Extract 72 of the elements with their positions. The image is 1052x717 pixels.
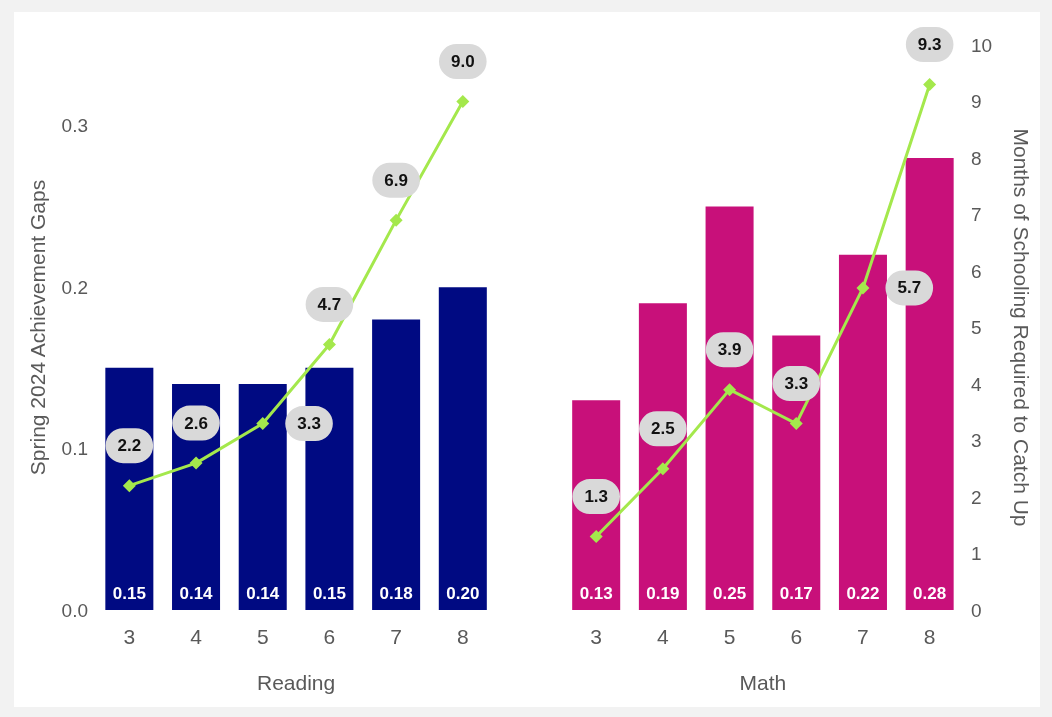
point	[322, 337, 336, 351]
data-label: 0.20	[446, 584, 480, 603]
point	[656, 462, 670, 476]
y2-tick-label: 2	[971, 486, 982, 508]
x-tick-label: 7	[857, 625, 869, 648]
point	[456, 95, 470, 108]
bar	[838, 254, 887, 610]
point	[389, 213, 403, 227]
data-label: 0.28	[913, 584, 947, 603]
x-tick-label: 8	[923, 625, 936, 648]
data-label: 0.15	[312, 584, 346, 603]
data-label: 0.14	[246, 584, 280, 603]
point	[256, 417, 270, 431]
y2-tick-label: 0	[971, 599, 982, 621]
data-label: 6.9	[384, 170, 408, 190]
data-label: 2.5	[651, 419, 675, 439]
y2-tick-label: 10	[971, 34, 993, 56]
bar	[372, 319, 421, 610]
y2-tick-label: 8	[971, 147, 982, 169]
x-tick-label: 4	[190, 625, 203, 648]
data-label: 0.22	[846, 584, 880, 603]
x-tick-label: 7	[390, 625, 402, 648]
x-tick-label: 8	[456, 625, 469, 648]
y2-axis-title: Months of Schooling Required to Catch Up	[1010, 128, 1033, 527]
point	[189, 456, 203, 470]
y2-tick-label: 6	[971, 260, 982, 282]
y-axis-title: Spring 2024 Achievement Gaps	[26, 179, 49, 476]
point	[589, 530, 603, 544]
data-label: 9.0	[450, 52, 475, 71]
data-label: 3.3	[297, 414, 321, 434]
data-label: 2.2	[117, 436, 142, 456]
text: Reading	[256, 670, 336, 694]
data-label: 3.3	[784, 374, 809, 394]
data-label: 0.13	[579, 584, 613, 603]
data-label: 9.3	[917, 35, 942, 55]
y-tick-label: 0.1	[61, 438, 88, 460]
y2-tick-label: 7	[971, 204, 982, 225]
data-label: 4.7	[317, 294, 342, 314]
y2-tick-label: 1	[971, 543, 982, 564]
y2-tick-label: 5	[971, 317, 982, 338]
data-label: 0.14	[179, 584, 214, 603]
y2-tick-label: 9	[971, 91, 982, 112]
y-tick-label: 0.0	[61, 599, 88, 621]
bar	[705, 206, 754, 610]
data-label: 5.7	[897, 278, 922, 298]
data-label: 2.6	[184, 413, 208, 433]
x-tick-label: 5	[723, 625, 736, 648]
x-tick-label: 6	[323, 625, 336, 648]
y2-tick-label: 3	[971, 430, 982, 451]
data-label: 0.19	[646, 584, 680, 603]
data-label: 0.25	[713, 584, 747, 603]
x-tick-label: 3	[123, 625, 136, 648]
y-tick-label: 0.3	[61, 115, 88, 137]
bar	[238, 384, 287, 610]
point	[723, 383, 737, 397]
y-tick-label: 0.2	[61, 276, 88, 298]
x-tick-label: 3	[590, 625, 603, 648]
point	[923, 78, 937, 92]
data-label: 0.18	[379, 584, 413, 603]
text: Math	[739, 670, 787, 694]
bar	[438, 287, 487, 610]
data-label: 0.17	[779, 584, 813, 603]
x-tick-label: 4	[657, 625, 670, 648]
y2-tick-label: 4	[971, 373, 982, 395]
data-label: 0.15	[112, 584, 146, 603]
point	[856, 281, 870, 295]
data-label: 1.3	[584, 487, 609, 507]
point	[789, 417, 803, 431]
data-label: 3.9	[717, 340, 742, 360]
x-tick-label: 6	[790, 625, 803, 648]
x-tick-label: 5	[256, 625, 269, 648]
point	[122, 479, 136, 493]
